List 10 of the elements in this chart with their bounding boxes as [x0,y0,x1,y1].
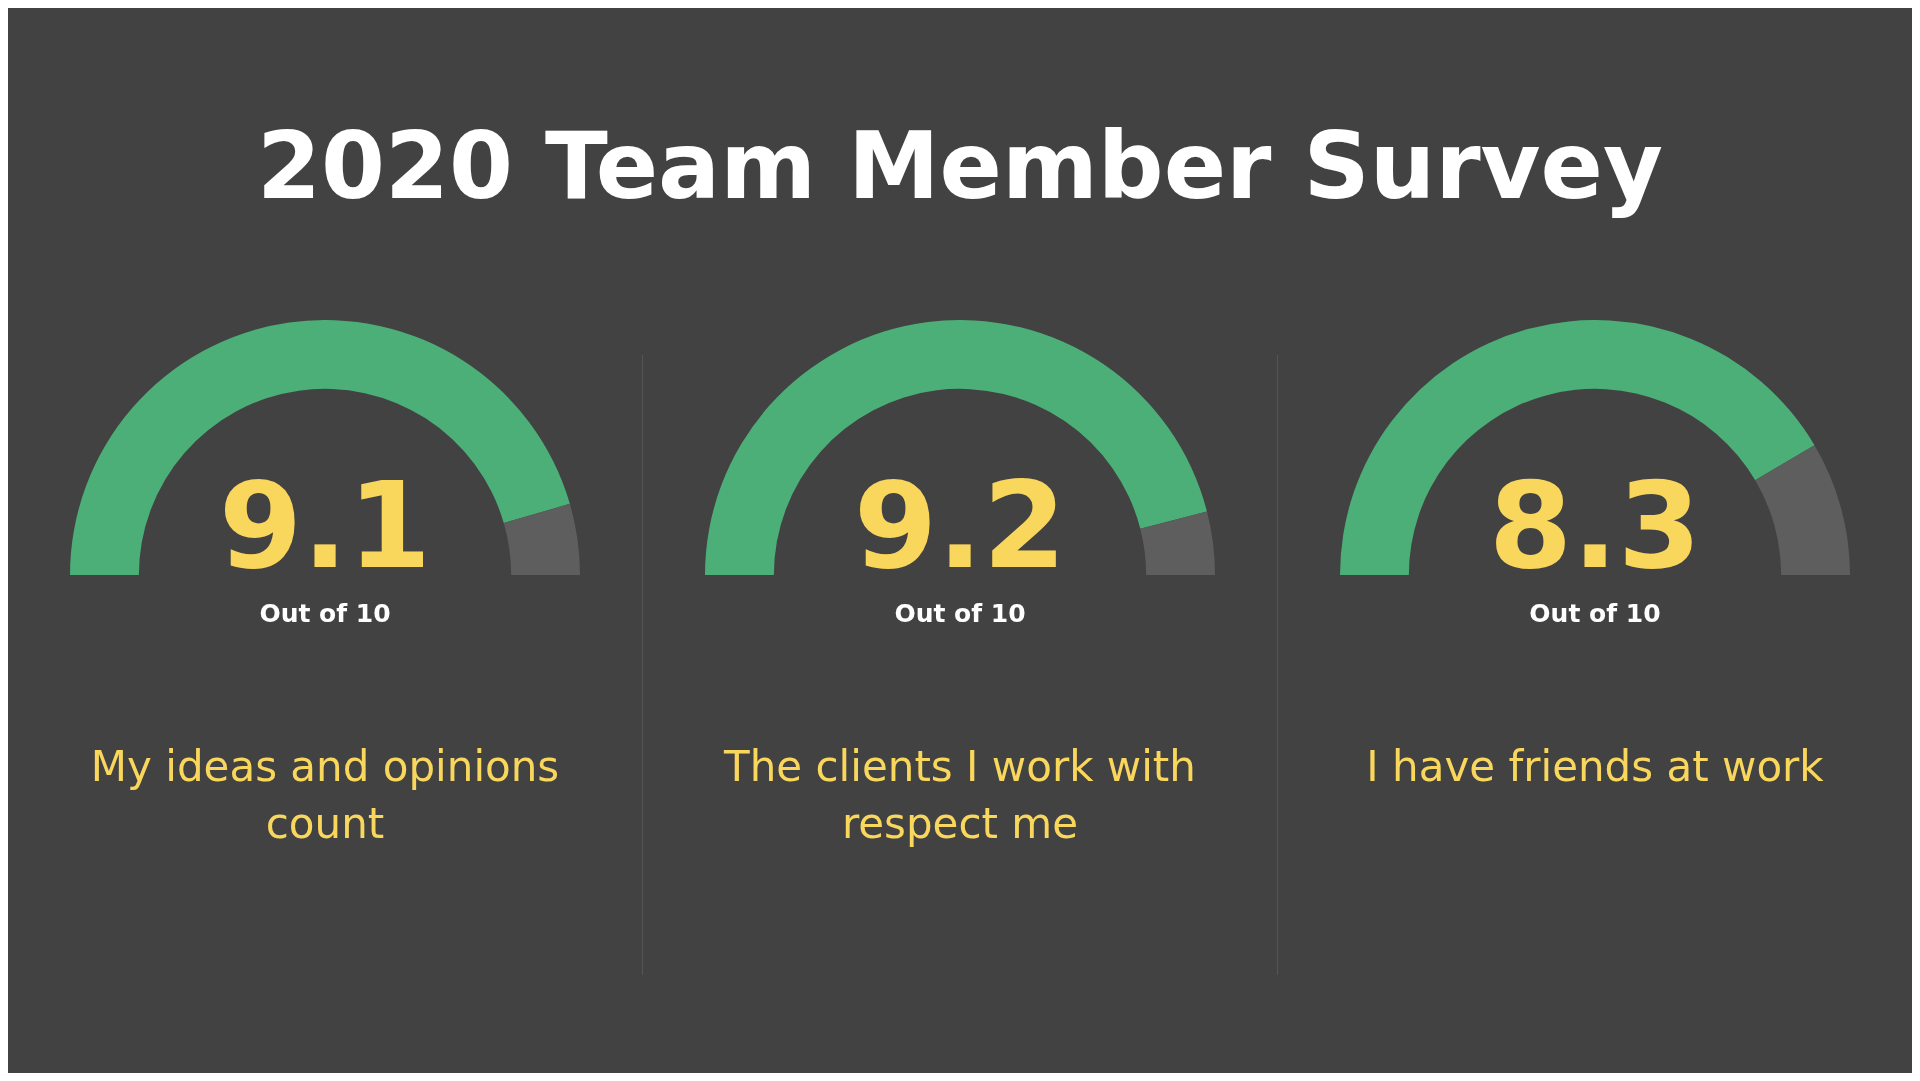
text: Out of 10 [894,599,1026,628]
data-label: 8.3 [1488,456,1702,595]
text: 2020 Team Member Survey [257,113,1663,220]
text: My ideas and opinions count [89,741,561,850]
text: The clients I work with respect me [723,741,1197,850]
data-label: 9.2 [853,456,1067,595]
text: Out of 10 [1529,599,1661,628]
text: Out of 10 [259,599,391,628]
text: I have friends at work [1365,741,1825,793]
data-label: 9.1 [218,456,432,595]
